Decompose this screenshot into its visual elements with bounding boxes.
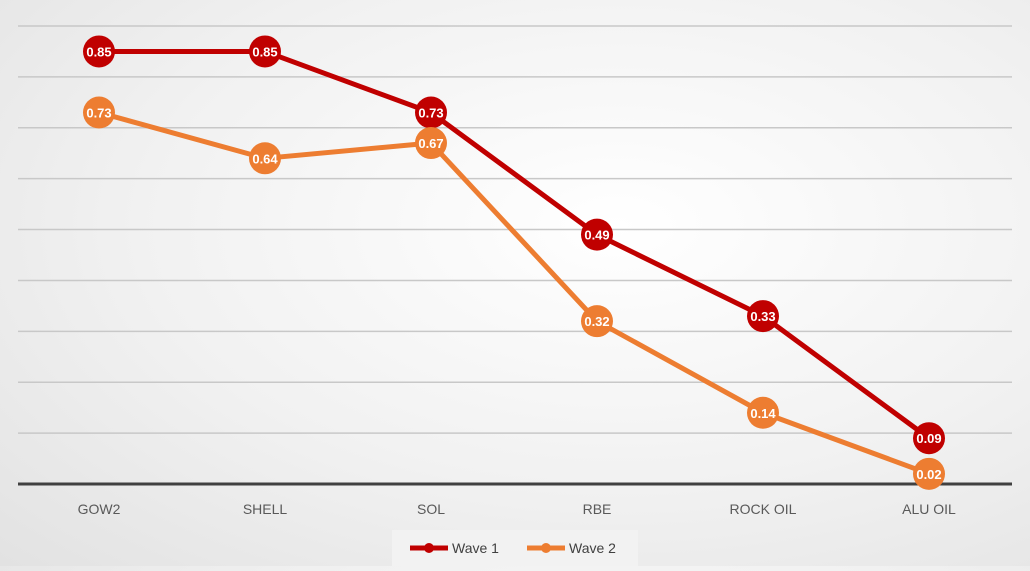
- x-axis: GOW2 SHELL SOL RBE ROCK OIL ALU OIL: [18, 482, 1012, 517]
- data-point-wave-1: [747, 300, 779, 333]
- x-tick-label: GOW2: [78, 501, 121, 517]
- data-point-wave-2: [415, 127, 447, 160]
- data-label-wave-1: 0.49: [584, 228, 609, 243]
- data-label-wave-2: 0.67: [418, 136, 443, 151]
- data-label-wave-1: 0.85: [252, 44, 277, 59]
- data-point-wave-2: [581, 305, 613, 338]
- data-point-wave-1: [249, 35, 281, 68]
- data-point-wave-1: [83, 35, 115, 68]
- series-line-wave-1: [96, 48, 932, 441]
- data-label-wave-1: 0.33: [750, 309, 775, 324]
- data-label-wave-1: 0.73: [418, 106, 443, 121]
- data-label-wave-2: 0.73: [86, 106, 111, 121]
- x-tick-label: SOL: [417, 501, 445, 517]
- series-line-wave-2: [96, 110, 932, 477]
- data-point-wave-2: [249, 142, 281, 175]
- x-tick-label: ALU OIL: [902, 501, 956, 517]
- data-point-wave-2: [913, 457, 945, 490]
- x-tick-label: SHELL: [243, 501, 288, 517]
- data-point-wave-2: [747, 396, 779, 429]
- data-label-wave-1: 0.09: [916, 431, 941, 446]
- data-point-wave-1: [913, 422, 945, 455]
- data-point-wave-1: [581, 218, 613, 251]
- x-tick-label: ROCK OIL: [730, 501, 797, 517]
- data-label-wave-2: 0.64: [252, 151, 278, 166]
- legend-marker-wave-1: [424, 543, 434, 553]
- data-labels: 0.85 0.85 0.73 0.49 0.33 0.09 0.73 0.64 0.67 0.32…: [86, 44, 941, 481]
- data-point-wave-2: [83, 96, 115, 129]
- legend-label-wave-1: Wave 1: [452, 540, 499, 556]
- data-label-wave-2: 0.14: [750, 406, 776, 421]
- legend-marker-wave-2: [541, 543, 551, 553]
- legend: Wave 1 Wave 2: [392, 530, 638, 566]
- series-layer: [83, 35, 945, 490]
- data-label-wave-1: 0.85: [86, 44, 111, 59]
- legend-label-wave-2: Wave 2: [569, 540, 616, 556]
- data-label-wave-2: 0.02: [916, 467, 941, 482]
- x-tick-label: RBE: [583, 501, 612, 517]
- data-label-wave-2: 0.32: [584, 314, 609, 329]
- data-point-wave-1: [415, 96, 447, 129]
